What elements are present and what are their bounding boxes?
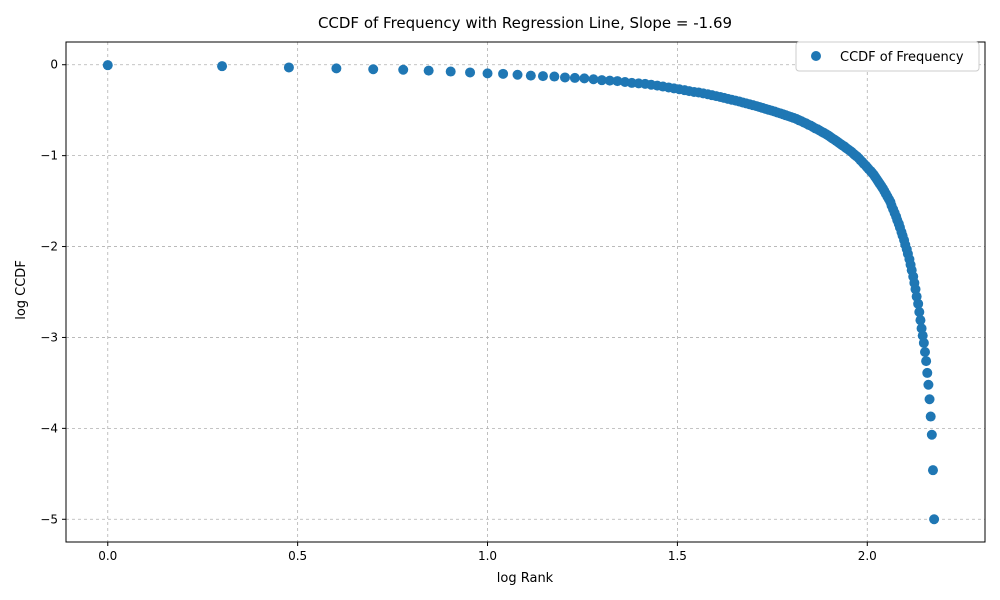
x-tick-label: 0.0 — [98, 549, 117, 563]
legend-box — [795, 41, 980, 72]
y-tick-label: −4 — [40, 421, 58, 435]
data-point — [612, 76, 623, 87]
data-point — [217, 61, 228, 72]
data-point — [924, 394, 935, 405]
chart-title: CCDF of Frequency with Regression Line, … — [318, 14, 732, 32]
legend-marker — [811, 51, 821, 61]
data-point — [283, 62, 294, 73]
x-tick-label: 0.5 — [288, 549, 307, 563]
data-point — [588, 74, 599, 85]
data-point — [929, 514, 940, 525]
data-point — [925, 411, 936, 422]
grid — [66, 42, 985, 542]
data-point — [331, 63, 342, 74]
data-point — [927, 465, 938, 476]
data-point — [923, 379, 934, 390]
data-point — [922, 367, 933, 378]
x-tick-label: 1.0 — [478, 549, 497, 563]
y-tick-label: 0 — [50, 58, 58, 72]
x-axis-label: log Rank — [497, 571, 554, 586]
data-point — [915, 315, 926, 326]
data-point — [569, 72, 580, 83]
data-point — [926, 429, 937, 440]
data-point — [445, 66, 456, 77]
data-point — [537, 71, 548, 82]
data-point — [579, 73, 590, 84]
legend: CCDF of Frequency — [795, 41, 980, 72]
legend-label: CCDF of Frequency — [840, 50, 964, 65]
y-axis-label: log CCDF — [14, 260, 29, 320]
data-point — [512, 69, 523, 80]
data-point — [525, 70, 536, 81]
data-point — [423, 65, 434, 76]
data-point — [596, 75, 607, 86]
y-tick-label: −3 — [40, 330, 58, 344]
plot-frame — [65, 41, 986, 543]
data-point — [919, 347, 930, 357]
x-tick-label: 1.5 — [668, 549, 687, 563]
data-point — [559, 72, 570, 83]
data-point — [482, 68, 493, 79]
data-point — [914, 307, 925, 317]
y-tick-label: −1 — [40, 149, 58, 163]
data-points — [102, 60, 940, 525]
data-point — [368, 64, 379, 75]
data-point — [398, 64, 409, 75]
data-point — [604, 75, 615, 86]
data-point — [921, 356, 932, 367]
data-point — [913, 298, 924, 309]
y-axis: 0 −1 −2 −3 −4 −5 — [40, 58, 66, 526]
y-tick-label: −5 — [40, 512, 58, 526]
data-point — [465, 67, 476, 78]
data-point — [498, 68, 509, 79]
data-point — [918, 337, 929, 348]
x-axis: 0.0 0.5 1.0 1.5 2.0 — [98, 542, 877, 563]
data-point — [102, 60, 113, 71]
y-tick-label: −2 — [40, 240, 58, 254]
data-point — [549, 71, 560, 82]
x-tick-label: 2.0 — [858, 549, 877, 563]
